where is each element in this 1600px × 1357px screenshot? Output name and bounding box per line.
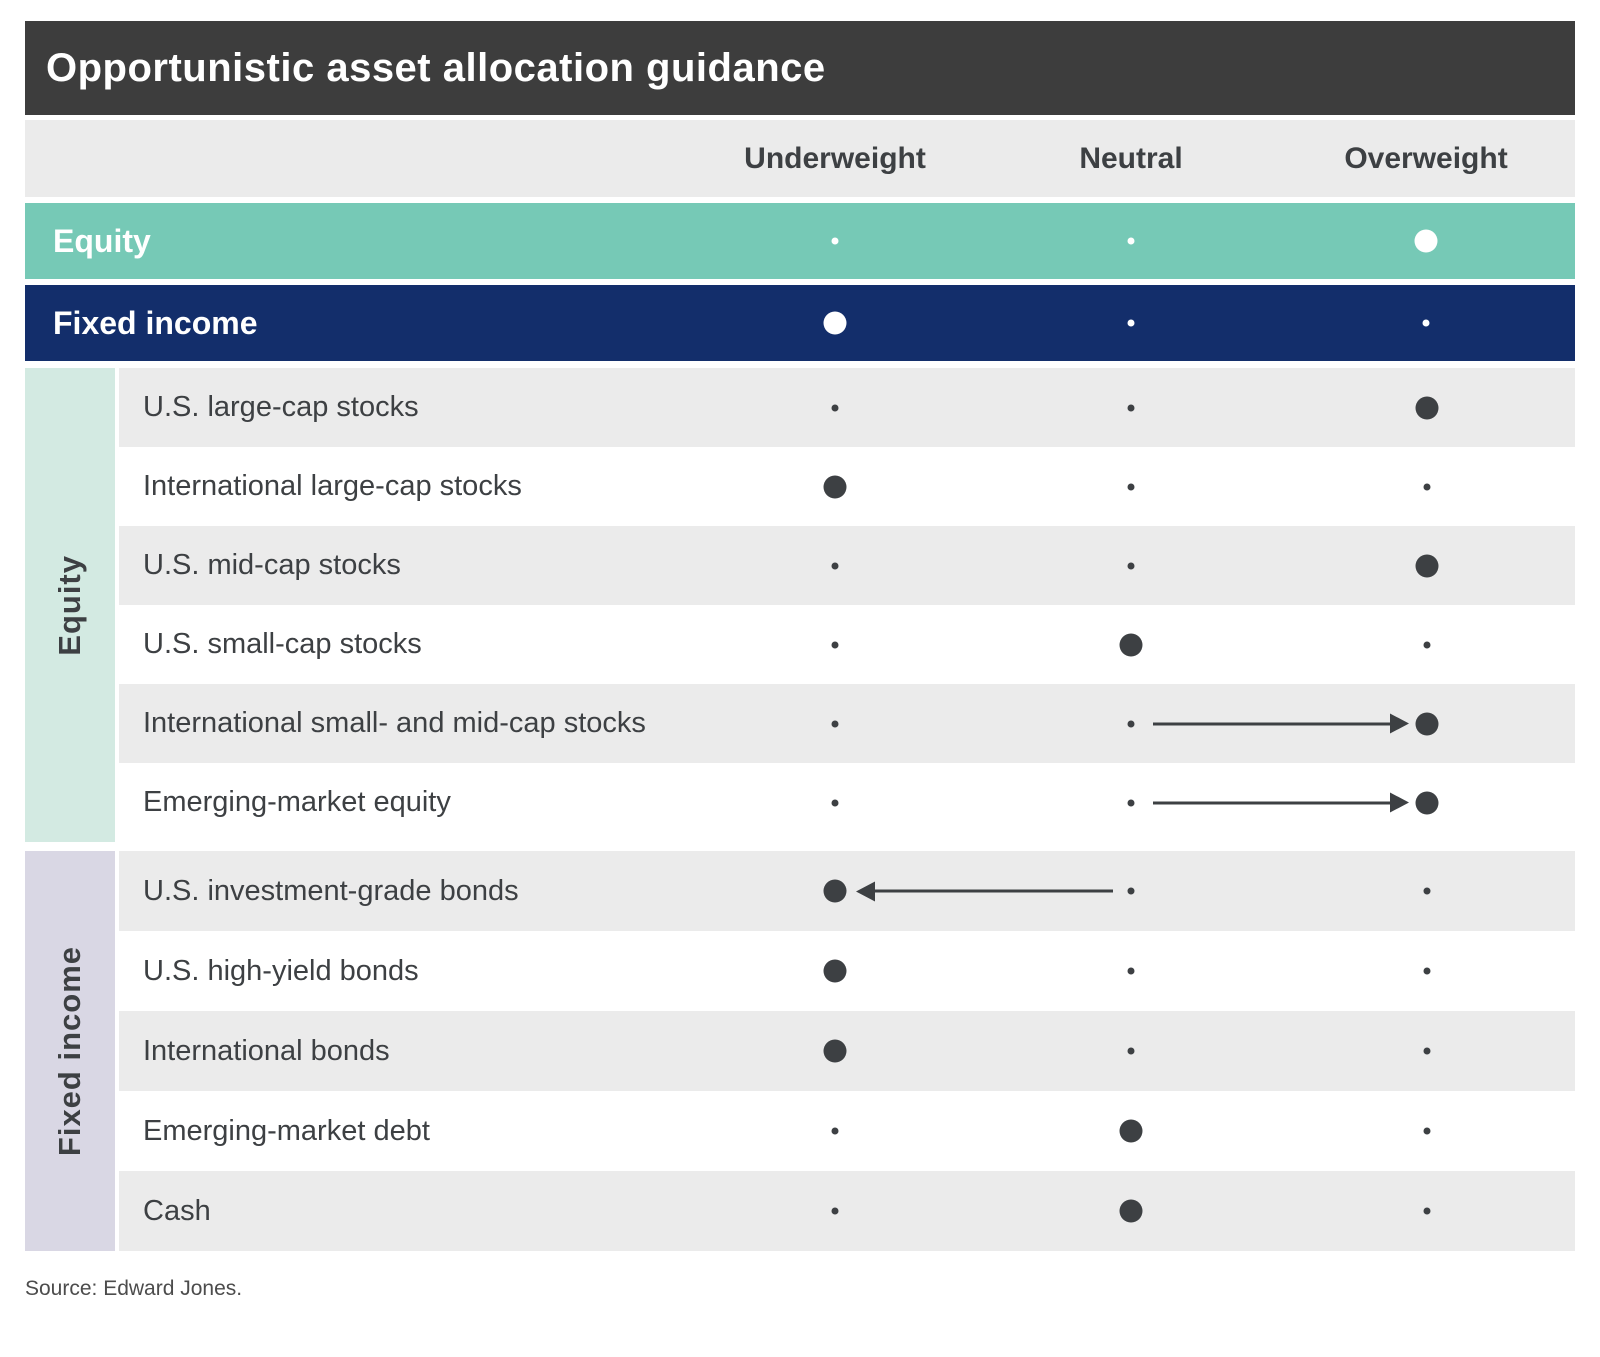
table-row: U.S. high-yield bonds bbox=[119, 931, 1575, 1011]
table-title: Opportunistic asset allocation guidance bbox=[25, 21, 1575, 115]
large-dot-overweight bbox=[1415, 712, 1439, 735]
equity-section-vertical-label: Equity bbox=[52, 554, 87, 656]
small-dot-underweight bbox=[831, 404, 839, 411]
row-label: U.S. high-yield bonds bbox=[143, 954, 419, 987]
small-dot-neutral bbox=[1127, 237, 1135, 245]
shift-arrow-neutral-to-overweight bbox=[1153, 801, 1390, 804]
fixed-income-summary-row: Fixed income bbox=[25, 285, 1575, 361]
table-row: U.S. investment-grade bonds bbox=[119, 851, 1575, 931]
small-dot-underweight bbox=[831, 720, 839, 727]
equity-section: Equity U.S. large-cap stocks Internationa… bbox=[25, 368, 1575, 842]
small-dot-overweight bbox=[1423, 1207, 1431, 1215]
large-dot-underweight bbox=[823, 475, 847, 498]
equity-section-sidebar: Equity bbox=[25, 368, 115, 842]
table-row: International bonds bbox=[119, 1011, 1575, 1091]
table-row: International large-cap stocks bbox=[119, 447, 1575, 526]
small-dot-overweight bbox=[1423, 641, 1431, 648]
small-dot-neutral bbox=[1127, 319, 1135, 327]
table-row: U.S. small-cap stocks bbox=[119, 605, 1575, 684]
row-label: International large-cap stocks bbox=[143, 470, 522, 502]
row-label: U.S. small-cap stocks bbox=[143, 628, 422, 660]
small-dot-underweight bbox=[831, 799, 839, 806]
row-label: U.S. large-cap stocks bbox=[143, 391, 419, 423]
small-dot-neutral bbox=[1127, 562, 1135, 569]
row-label: Cash bbox=[143, 1194, 211, 1227]
row-label: U.S. investment-grade bonds bbox=[143, 874, 519, 907]
large-dot-underweight bbox=[823, 959, 847, 983]
small-dot-underweight bbox=[831, 1127, 839, 1135]
table-row: U.S. large-cap stocks bbox=[119, 368, 1575, 447]
fixed-income-rows: U.S. investment-grade bonds U.S. high-yie… bbox=[119, 851, 1575, 1251]
table-row: International small- and mid-cap stocks bbox=[119, 684, 1575, 763]
small-dot-neutral bbox=[1127, 720, 1135, 727]
small-dot-overweight bbox=[1423, 967, 1431, 975]
allocation-table: Opportunistic asset allocation guidance … bbox=[25, 21, 1575, 1251]
equity-summary-label: Equity bbox=[53, 222, 151, 259]
large-dot-underweight bbox=[823, 1039, 847, 1063]
col-header-neutral: Neutral bbox=[1079, 141, 1183, 175]
page: { "title": "Opportunistic asset allocati… bbox=[0, 21, 1600, 1357]
large-dot-overweight bbox=[1415, 396, 1439, 419]
equity-rows: U.S. large-cap stocks International large… bbox=[119, 368, 1575, 842]
small-dot-underweight bbox=[831, 237, 839, 245]
fixed-income-section-vertical-label: Fixed income bbox=[52, 945, 87, 1157]
small-dot-underweight bbox=[831, 562, 839, 569]
row-label: Emerging-market equity bbox=[143, 786, 451, 818]
row-label: U.S. mid-cap stocks bbox=[143, 549, 401, 581]
small-dot-underweight bbox=[831, 641, 839, 648]
fixed-income-section-sidebar: Fixed income bbox=[25, 851, 115, 1251]
shift-arrow-neutral-to-underweight bbox=[875, 889, 1113, 893]
row-label: Emerging-market debt bbox=[143, 1114, 430, 1147]
col-header-overweight: Overweight bbox=[1344, 141, 1508, 175]
small-dot-overweight bbox=[1423, 887, 1431, 895]
small-dot-overweight bbox=[1423, 483, 1431, 490]
small-dot-neutral bbox=[1127, 404, 1135, 411]
small-dot-neutral bbox=[1127, 799, 1135, 806]
row-label: International bonds bbox=[143, 1034, 390, 1067]
small-dot-overweight bbox=[1423, 1047, 1431, 1055]
col-header-underweight: Underweight bbox=[744, 141, 926, 175]
large-dot-underweight bbox=[823, 879, 847, 903]
large-dot-neutral bbox=[1119, 633, 1143, 656]
large-dot-neutral bbox=[1119, 1119, 1143, 1143]
fixed-income-summary-label: Fixed income bbox=[53, 304, 258, 341]
large-dot-underweight bbox=[823, 311, 847, 335]
large-dot-overweight bbox=[1415, 791, 1439, 814]
table-row: U.S. mid-cap stocks bbox=[119, 526, 1575, 605]
equity-summary-row: Equity bbox=[25, 203, 1575, 279]
fixed-income-section: Fixed income U.S. investment-grade bonds… bbox=[25, 851, 1575, 1251]
small-dot-neutral bbox=[1127, 967, 1135, 975]
column-header-row: Underweight Neutral Overweight bbox=[25, 120, 1575, 197]
table-row: Emerging-market equity bbox=[119, 763, 1575, 842]
large-dot-neutral bbox=[1119, 1199, 1143, 1223]
small-dot-neutral bbox=[1127, 1047, 1135, 1055]
small-dot-underweight bbox=[831, 1207, 839, 1215]
large-dot-overweight bbox=[1414, 229, 1438, 253]
small-dot-neutral bbox=[1127, 887, 1135, 895]
large-dot-overweight bbox=[1415, 554, 1439, 577]
table-row: Cash bbox=[119, 1171, 1575, 1251]
small-dot-overweight bbox=[1423, 1127, 1431, 1135]
row-label: International small- and mid-cap stocks bbox=[143, 707, 646, 739]
small-dot-overweight bbox=[1422, 319, 1430, 327]
small-dot-neutral bbox=[1127, 483, 1135, 490]
source-note: Source: Edward Jones. bbox=[25, 1277, 243, 1300]
table-row: Emerging-market debt bbox=[119, 1091, 1575, 1171]
shift-arrow-neutral-to-overweight bbox=[1153, 722, 1390, 725]
